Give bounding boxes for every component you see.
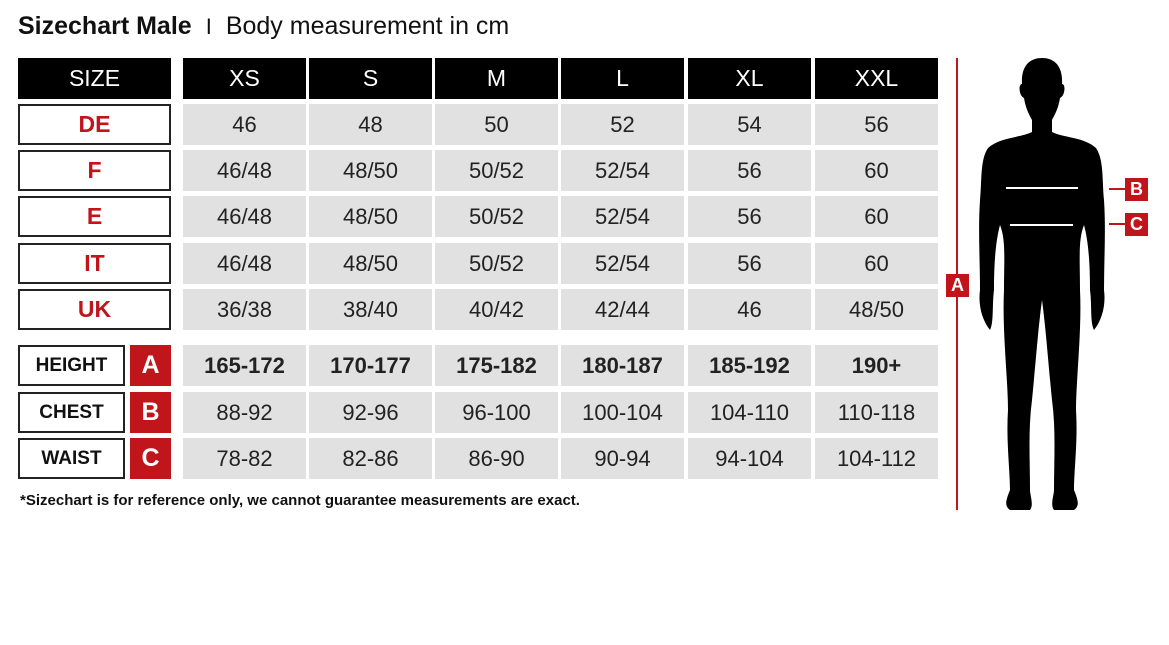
size-column-header: XS (183, 58, 306, 99)
size-value-cell: 52 (561, 104, 684, 145)
measurement-value-cell: 82-86 (309, 438, 432, 479)
measurement-value-cell: 175-182 (435, 345, 558, 386)
region-label: F (18, 150, 171, 191)
title-separator: I (205, 14, 212, 39)
size-header: SIZE (18, 58, 171, 99)
measurement-value-cell: 78-82 (183, 438, 306, 479)
measurement-value-cell: 104-112 (815, 438, 938, 479)
chest-marker: B (1125, 178, 1148, 201)
size-value-cell: 46/48 (183, 196, 306, 237)
measurement-value-cell: 88-92 (183, 392, 306, 433)
measurement-key: B (130, 392, 171, 433)
measurement-label: WAIST (18, 438, 125, 479)
size-value-cell: 56 (688, 196, 811, 237)
size-value-cell: 52/54 (561, 243, 684, 284)
title-sub: Body measurement in cm (225, 12, 510, 40)
size-value-cell: 36/38 (183, 289, 306, 330)
measurement-value-cell: 165-172 (183, 345, 306, 386)
size-value-cell: 54 (688, 104, 811, 145)
measurement-value-cell: 185-192 (688, 345, 811, 386)
measurement-value-cell: 100-104 (561, 392, 684, 433)
size-value-cell: 50/52 (435, 150, 558, 191)
measurement-value-cell: 170-177 (309, 345, 432, 386)
measurement-label: HEIGHT (18, 345, 125, 386)
size-value-cell: 48/50 (309, 150, 432, 191)
size-value-cell: 60 (815, 150, 938, 191)
size-value-cell: 56 (688, 150, 811, 191)
size-value-cell: 48/50 (815, 289, 938, 330)
size-value-cell: 56 (688, 243, 811, 284)
size-value-cell: 52/54 (561, 196, 684, 237)
footnote: *Sizechart is for reference only, we can… (20, 492, 580, 509)
size-value-cell: 46/48 (183, 150, 306, 191)
body-silhouette-icon (979, 58, 1105, 510)
title-main: Sizechart Male (18, 12, 192, 40)
measurement-value-cell: 190+ (815, 345, 938, 386)
size-value-cell: 42/44 (561, 289, 684, 330)
measurement-label: CHEST (18, 392, 125, 433)
size-value-cell: 38/40 (309, 289, 432, 330)
size-column-header: XXL (815, 58, 938, 99)
size-value-cell: 48 (309, 104, 432, 145)
region-label: IT (18, 243, 171, 284)
size-value-cell: 50/52 (435, 196, 558, 237)
measurement-value-cell: 92-96 (309, 392, 432, 433)
size-value-cell: 60 (815, 196, 938, 237)
region-label: DE (18, 104, 171, 145)
size-column-header: L (561, 58, 684, 99)
size-value-cell: 56 (815, 104, 938, 145)
region-label: E (18, 196, 171, 237)
size-value-cell: 40/42 (435, 289, 558, 330)
size-column-header: S (309, 58, 432, 99)
measurement-value-cell: 96-100 (435, 392, 558, 433)
measurement-value-cell: 180-187 (561, 345, 684, 386)
measurement-value-cell: 104-110 (688, 392, 811, 433)
region-label: UK (18, 289, 171, 330)
size-value-cell: 60 (815, 243, 938, 284)
size-value-cell: 50 (435, 104, 558, 145)
measurement-value-cell: 94-104 (688, 438, 811, 479)
size-value-cell: 48/50 (309, 196, 432, 237)
size-value-cell: 46/48 (183, 243, 306, 284)
size-column-header: XL (688, 58, 811, 99)
measurement-key: A (130, 345, 171, 386)
size-value-cell: 48/50 (309, 243, 432, 284)
height-marker: A (946, 274, 969, 297)
measurement-value-cell: 110-118 (815, 392, 938, 433)
waist-marker: C (1125, 213, 1148, 236)
size-value-cell: 46 (688, 289, 811, 330)
measurement-value-cell: 86-90 (435, 438, 558, 479)
size-value-cell: 52/54 (561, 150, 684, 191)
page-title: Sizechart Male I Body measurement in cm (18, 12, 509, 41)
measurement-value-cell: 90-94 (561, 438, 684, 479)
size-column-header: M (435, 58, 558, 99)
size-value-cell: 46 (183, 104, 306, 145)
measurement-key: C (130, 438, 171, 479)
size-value-cell: 50/52 (435, 243, 558, 284)
